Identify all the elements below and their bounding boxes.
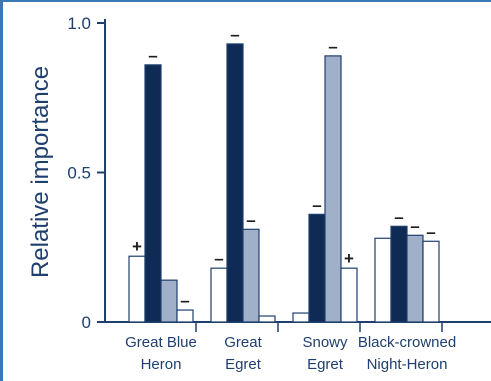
bar-3-0 — [374, 237, 392, 323]
bar-1-0 — [210, 267, 228, 323]
bar-1-1 — [226, 43, 244, 323]
bar-3-1 — [390, 225, 408, 323]
bar-0-1 — [144, 64, 162, 323]
sign-label-3-2: – — [410, 216, 419, 235]
bar-1-3 — [258, 315, 276, 323]
bar-0-3 — [176, 309, 194, 323]
category-label-0-line2: Heron — [141, 356, 182, 373]
sign-label-3-3: – — [426, 222, 435, 241]
bar-2-1 — [308, 213, 326, 323]
sign-label-1-1: – — [230, 25, 239, 44]
sign-label-1-0: – — [214, 249, 223, 268]
bar-3-3 — [422, 240, 440, 323]
category-label-2-line1: Snowy — [302, 334, 348, 351]
bar-2-3 — [340, 267, 358, 323]
category-label-3-line1: Black-crowned — [358, 334, 456, 351]
bar-1-2 — [242, 228, 260, 323]
sign-label-0-3: – — [180, 291, 189, 310]
y-tick-label-0: 0 — [82, 313, 91, 332]
relative-importance-chart: 00.51.0 +––Great BlueHeron–––GreatEgret–… — [27, 14, 491, 373]
bar-0-2 — [160, 279, 178, 323]
sign-label-1-2: – — [246, 210, 255, 229]
category-label-1-line2: Egret — [225, 356, 262, 373]
category-label-3-line2: Night-Heron — [367, 356, 448, 373]
bar-2-0 — [292, 312, 310, 323]
sign-label-2-2: – — [328, 37, 337, 56]
sign-label-2-1: – — [312, 195, 321, 214]
y-tick-label-2: 1.0 — [67, 14, 91, 33]
bar-2-2 — [324, 55, 342, 323]
category-label-2-line2: Egret — [307, 356, 344, 373]
label-layer: +––Great BlueHeron–––GreatEgret––+SnowyE… — [125, 25, 456, 373]
bar-3-2 — [406, 234, 424, 323]
y-tick-label-1: 0.5 — [67, 164, 91, 183]
sign-label-3-1: – — [394, 207, 403, 226]
category-label-1-line1: Great — [224, 334, 262, 351]
bar-0-0 — [128, 255, 146, 323]
y-axis-label: Relative importance — [27, 66, 54, 278]
category-label-0-line1: Great Blue — [125, 334, 197, 351]
bar-layer — [128, 43, 440, 323]
sign-label-0-0: + — [132, 237, 142, 256]
sign-label-2-3: + — [344, 249, 354, 268]
sign-label-0-1: – — [148, 46, 157, 65]
